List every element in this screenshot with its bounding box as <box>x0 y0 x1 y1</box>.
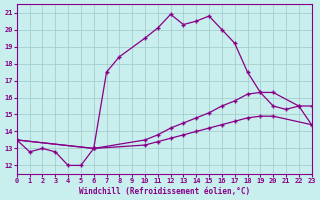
X-axis label: Windchill (Refroidissement éolien,°C): Windchill (Refroidissement éolien,°C) <box>79 187 250 196</box>
